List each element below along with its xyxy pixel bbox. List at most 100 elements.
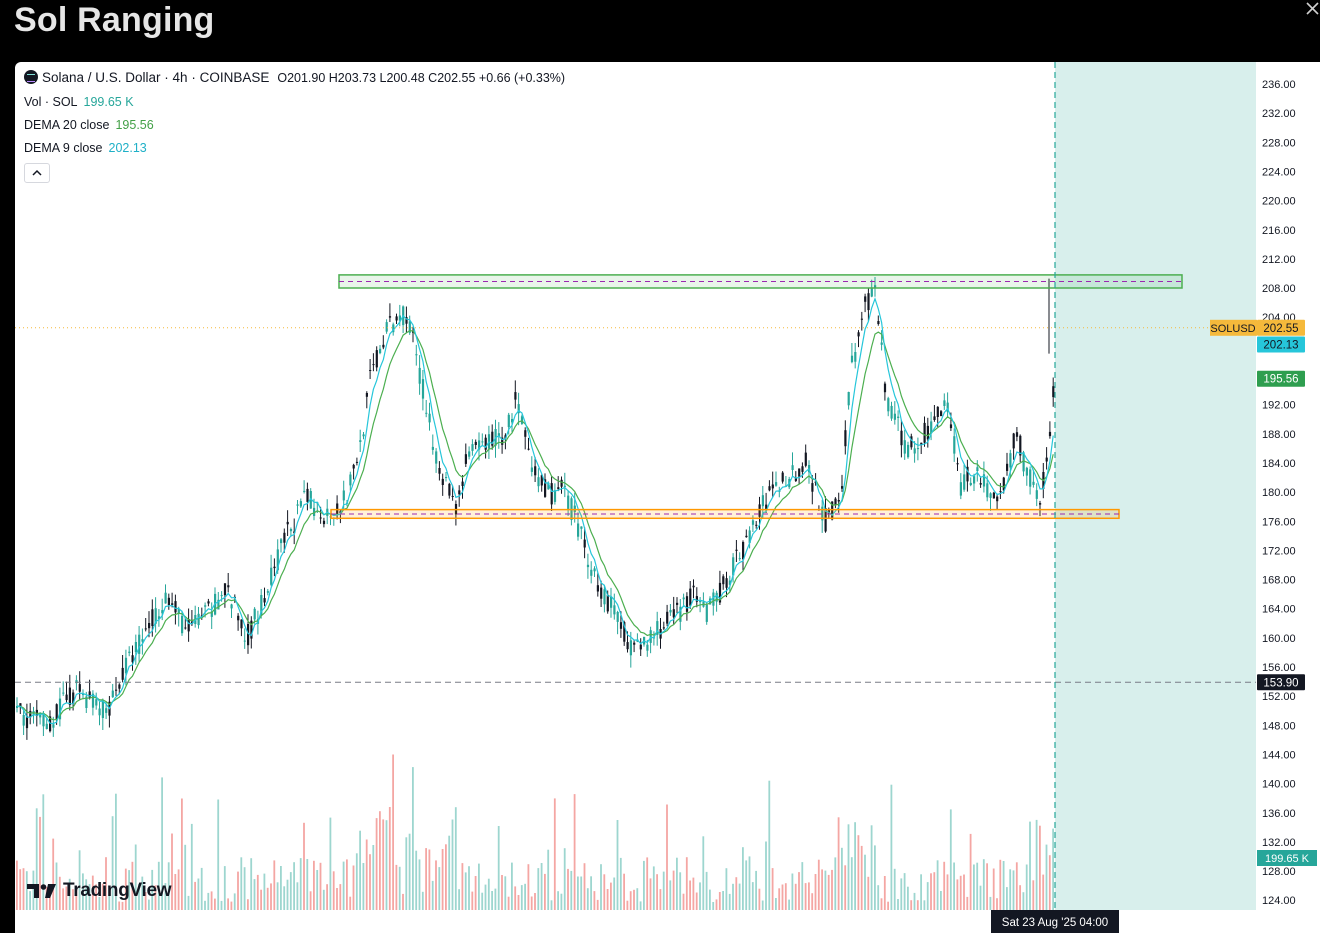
- candle-body: [115, 689, 118, 691]
- volume-bar: [959, 875, 962, 910]
- volume-bar: [563, 848, 566, 910]
- volume-bar: [220, 900, 223, 910]
- volume-bar: [619, 857, 622, 910]
- volume-bar: [171, 833, 173, 910]
- volume-bar: [365, 839, 368, 910]
- tradingview-logo[interactable]: TradingView: [27, 880, 172, 902]
- volume-bar: [118, 901, 121, 910]
- crosshair-time-label: Sat 23 Aug '25 04:00: [1002, 917, 1108, 929]
- volume-bar: [243, 867, 246, 910]
- volume-bar: [705, 871, 708, 910]
- volume-bar: [441, 849, 444, 910]
- volume-bar: [656, 874, 658, 910]
- volume-bar: [379, 811, 381, 910]
- candle-body: [52, 724, 55, 728]
- candle-body: [712, 592, 715, 606]
- volume-bar: [256, 874, 259, 910]
- price-chart[interactable]: 236.00 232.00 228.00 224.00 220.00 216.00 212.…: [15, 62, 1320, 933]
- volume-bar: [332, 871, 335, 910]
- volume-bar: [887, 901, 889, 910]
- volume-bar: [276, 882, 279, 910]
- y-tick-label: 232.00: [1262, 108, 1296, 120]
- volume-bar: [860, 845, 863, 910]
- volume-bar: [834, 857, 837, 910]
- candle-body: [118, 684, 121, 689]
- candle-body: [946, 402, 949, 412]
- volume-bar: [946, 874, 949, 910]
- volume-bar: [616, 820, 619, 910]
- dema20-legend[interactable]: DEMA 20 close 195.56: [24, 118, 154, 132]
- volume-bar: [712, 902, 715, 910]
- candle-body: [725, 578, 728, 588]
- candle-body: [781, 472, 784, 482]
- last-price-badge: 202.55: [1263, 323, 1298, 335]
- candle-body: [583, 539, 586, 548]
- volume-bar: [986, 863, 988, 910]
- candle-body: [563, 485, 566, 487]
- symbol-title[interactable]: Solana / U.S. Dollar · 4h · COINBASE: [42, 70, 270, 85]
- volume-bar: [996, 898, 998, 910]
- volume-bar: [181, 798, 183, 910]
- volume-bar: [623, 873, 625, 910]
- volume-bar: [517, 895, 520, 910]
- y-tick-label: 216.00: [1262, 225, 1296, 237]
- candle-body: [128, 651, 131, 653]
- symbol-legend[interactable]: Solana / U.S. Dollar · 4h · COINBASE O201…: [24, 70, 565, 85]
- chevron-up-icon: [32, 169, 42, 176]
- volume-bar: [445, 844, 447, 910]
- volume-bar: [1019, 885, 1021, 910]
- dema20-badge: 195.56: [1263, 374, 1298, 386]
- candle-body: [524, 430, 527, 437]
- chart-pane[interactable]: 236.00 232.00 228.00 224.00 220.00 216.00 212.…: [15, 62, 1320, 933]
- volume-bar: [289, 872, 292, 910]
- volume-bar: [319, 862, 322, 910]
- candle-body: [247, 624, 250, 646]
- candle-body: [926, 425, 929, 440]
- candle-body: [1022, 452, 1025, 472]
- volume-bar: [738, 883, 741, 910]
- candle-body: [296, 504, 299, 506]
- close-icon[interactable]: [1300, 0, 1320, 20]
- candle-body: [124, 657, 128, 674]
- candle-body: [639, 644, 642, 650]
- volume-bar: [992, 868, 995, 910]
- volume-bar: [461, 863, 464, 910]
- candle-body: [956, 463, 959, 465]
- y-tick-label: 124.00: [1262, 895, 1296, 907]
- volume-bar: [755, 870, 757, 910]
- volume-bar: [286, 879, 289, 910]
- volume-bar: [570, 870, 573, 910]
- candle-body: [633, 642, 636, 645]
- volume-bar: [903, 873, 906, 910]
- volume-legend[interactable]: Vol · SOL 199.65 K: [24, 95, 134, 109]
- volume-bar: [699, 882, 701, 910]
- volume-bar: [1032, 880, 1035, 910]
- candle-body: [959, 482, 962, 496]
- dema9-label: DEMA 9 close: [24, 141, 103, 155]
- candle-body: [471, 444, 474, 451]
- volume-bar: [831, 869, 833, 910]
- volume-bar: [883, 876, 886, 910]
- candle-body: [705, 604, 708, 622]
- volume-bar: [580, 876, 583, 910]
- dema9-value: 202.13: [108, 141, 147, 155]
- dema9-legend[interactable]: DEMA 9 close 202.13: [24, 141, 147, 155]
- candle-body: [148, 623, 151, 629]
- volume-bars: [16, 754, 1054, 910]
- volume-bar: [88, 884, 91, 910]
- volume-bar: [491, 891, 493, 910]
- volume-bar: [78, 850, 81, 910]
- volume-bar: [280, 866, 282, 910]
- collapse-legend-button[interactable]: [24, 163, 50, 183]
- volume-bar: [471, 891, 474, 910]
- candle-body: [603, 589, 606, 605]
- volume-bar: [174, 874, 177, 910]
- candle-body: [438, 468, 441, 474]
- volume-bar: [639, 901, 642, 910]
- volume-bar: [768, 780, 771, 910]
- volume-bar: [751, 882, 754, 910]
- candle-body: [349, 474, 352, 486]
- candle-body: [289, 529, 293, 532]
- volume-bar: [672, 870, 675, 910]
- candle-body: [181, 615, 184, 634]
